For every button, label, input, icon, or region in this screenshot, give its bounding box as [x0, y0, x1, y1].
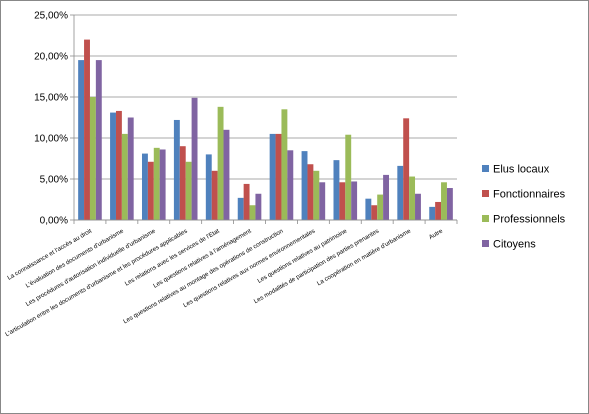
y-tick-label: 25,00% [34, 11, 68, 22]
y-tick-label: 0,00% [40, 216, 68, 227]
bar [345, 134, 352, 220]
bar [127, 117, 134, 220]
bar [255, 193, 262, 220]
bar [275, 133, 282, 220]
bar [313, 170, 320, 220]
bar [243, 183, 250, 220]
legend-swatch [482, 240, 489, 247]
bar [365, 198, 372, 220]
bar [429, 206, 436, 220]
bar [153, 147, 160, 220]
x-category-label: Autre [428, 227, 445, 241]
bar [191, 97, 198, 220]
bar [415, 193, 421, 220]
y-axis: 0,00% 5,00% 10,00% 15,00% 20,00% 25,00% [34, 11, 75, 227]
y-tick-label: 10,00% [34, 134, 68, 145]
bar [377, 194, 384, 220]
bar [78, 60, 85, 220]
bar [121, 133, 128, 220]
bar [441, 182, 447, 220]
bar [446, 188, 453, 220]
bar [179, 146, 186, 220]
bar [223, 129, 230, 220]
legend-label: Professionnels [493, 214, 566, 226]
bar [397, 165, 404, 220]
bar [110, 112, 116, 220]
bar [301, 151, 308, 220]
legend-swatch [482, 165, 489, 172]
bar [173, 119, 180, 220]
bar [371, 205, 378, 220]
legend: Elus locaux Fonctionnaires Professionnels C… [482, 164, 566, 251]
bar [269, 133, 276, 220]
bar [141, 153, 148, 220]
bar [185, 161, 192, 220]
bar [249, 205, 256, 220]
legend-label: Citoyens [493, 239, 536, 251]
legend-swatch [482, 190, 489, 197]
bar [84, 39, 90, 220]
bar [115, 110, 122, 220]
bar [217, 106, 224, 220]
legend-label: Fonctionnaires [493, 189, 566, 201]
bar [333, 160, 340, 220]
bar [383, 174, 390, 220]
bar [403, 118, 410, 220]
y-tick-label: 5,00% [40, 175, 68, 186]
bar [351, 181, 358, 220]
bar [435, 201, 442, 220]
legend-label: Elus locaux [493, 164, 550, 176]
x-axis: La connaissance et l'accès au droitL'éva… [4, 219, 458, 338]
bar [95, 60, 102, 220]
bar [319, 182, 326, 220]
x-category-label: Les procédures d'autorisation individuel… [25, 227, 158, 308]
bar [147, 161, 154, 220]
bar [339, 182, 346, 220]
bar [281, 109, 288, 220]
y-tick-label: 15,00% [34, 93, 68, 104]
bar [237, 197, 244, 220]
bar [307, 164, 314, 220]
legend-swatch [482, 215, 489, 222]
bars [78, 39, 453, 220]
bar [205, 154, 212, 220]
y-tick-label: 20,00% [34, 52, 68, 63]
bar [211, 170, 218, 220]
bar [287, 150, 294, 220]
bar [89, 97, 96, 220]
bar [159, 149, 166, 220]
bar [409, 176, 416, 220]
